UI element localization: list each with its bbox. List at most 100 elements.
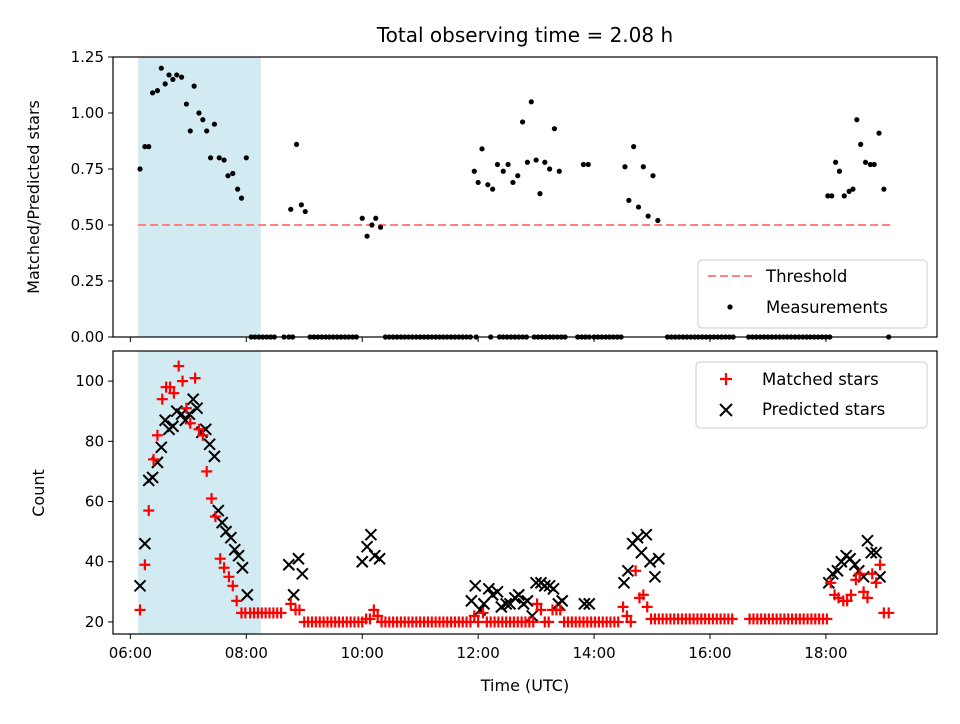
measurement-point xyxy=(142,144,148,150)
predicted-star-marker xyxy=(491,585,504,599)
matched-star-marker xyxy=(535,604,547,616)
bottom-y-tick-label: 100 xyxy=(75,372,104,390)
predicted-star-marker xyxy=(158,414,172,427)
predicted-star-marker xyxy=(583,597,596,611)
measurement-point xyxy=(635,204,642,210)
matched-star-marker xyxy=(285,598,297,610)
x-tick-label: 10:00 xyxy=(341,644,384,662)
measurement-point xyxy=(174,72,180,78)
measurement-point xyxy=(200,117,206,123)
matched-star-marker xyxy=(612,616,624,628)
matched-star-marker xyxy=(201,465,213,477)
measurement-point xyxy=(556,168,562,174)
legend-predicted-label: Predicted stars xyxy=(762,400,885,419)
predicted-star-marker xyxy=(232,549,245,562)
measurement-point xyxy=(867,161,873,168)
matched-star-marker xyxy=(227,580,239,592)
top-legend-box xyxy=(697,259,928,329)
measurement-point xyxy=(626,197,632,203)
top-axes-frame xyxy=(112,56,938,338)
measurement-point xyxy=(645,213,651,219)
measurement-point xyxy=(238,195,245,201)
matched-star-marker xyxy=(177,375,189,387)
measurement-point xyxy=(515,173,521,179)
measurement-point xyxy=(471,168,477,174)
predicted-star-marker xyxy=(652,552,665,565)
measurement-point xyxy=(850,186,856,192)
predicted-star-marker xyxy=(296,567,309,580)
measurement-point xyxy=(505,161,511,168)
bottom-highlight-band xyxy=(138,351,261,634)
top-y-tick-label: 0.50 xyxy=(71,216,104,234)
predicted-star-marker xyxy=(203,438,216,451)
matched-star-marker xyxy=(173,360,185,372)
measurement-point xyxy=(490,186,496,192)
x-tick-label: 14:00 xyxy=(572,644,615,662)
predicted-star-marker xyxy=(138,537,152,550)
measurement-point xyxy=(631,144,637,150)
top-y-tick-label: 0.25 xyxy=(71,272,104,290)
matched-star-marker xyxy=(870,577,882,589)
bottom-y-ticks: 20 40 60 80 100 xyxy=(75,372,113,631)
measurement-point xyxy=(519,119,526,125)
matched-star-marker xyxy=(825,577,837,589)
x-tick-label: 06:00 xyxy=(109,644,152,662)
predicted-star-marker xyxy=(547,582,560,596)
bottom-legend-box xyxy=(695,361,928,429)
measurement-point xyxy=(524,159,531,165)
predicted-star-marker xyxy=(529,576,543,590)
matched-star-marker xyxy=(854,568,866,580)
predicted-star-marker xyxy=(155,441,168,454)
matched-star-marker xyxy=(368,604,380,616)
legend-threshold-label: Threshold xyxy=(765,267,847,286)
measurement-point xyxy=(510,179,516,186)
measurement-point xyxy=(158,65,164,71)
matched-star-marker xyxy=(134,604,146,616)
matched-star-marker xyxy=(189,372,201,384)
x-tick-label: 16:00 xyxy=(688,644,731,662)
measurement-point xyxy=(187,128,193,134)
measurement-point xyxy=(825,193,831,199)
matched-star-marker xyxy=(861,592,873,604)
predicted-star-marker xyxy=(282,558,296,571)
matched-star-marker xyxy=(206,493,218,505)
predicted-star-marker xyxy=(373,552,386,565)
predicted-star-markers xyxy=(133,392,887,623)
measurement-point xyxy=(302,208,308,215)
predicted-star-marker xyxy=(512,588,525,602)
measurement-point xyxy=(622,164,628,170)
measurement-point xyxy=(650,173,656,179)
matched-star-marker xyxy=(858,586,870,598)
measurement-point xyxy=(230,170,236,177)
measurement-point xyxy=(369,222,375,228)
measurement-point xyxy=(881,186,887,192)
matched-star-marker xyxy=(866,568,878,580)
predicted-star-marker xyxy=(166,420,180,433)
predicted-star-marker xyxy=(482,582,495,596)
matched-star-marker xyxy=(468,610,480,622)
matched-star-marker xyxy=(180,402,192,414)
predicted-star-marker xyxy=(469,579,482,593)
measurement-point xyxy=(183,101,190,107)
measurement-point xyxy=(150,90,156,96)
matched-star-marker xyxy=(275,607,287,619)
matched-star-marker xyxy=(151,429,163,441)
top-y-tick-label: 1.25 xyxy=(71,48,104,66)
measurement-point xyxy=(862,159,869,165)
predicted-star-marker xyxy=(499,597,513,611)
x-tick-label: 18:00 xyxy=(804,644,847,662)
measurement-point xyxy=(836,168,843,174)
matched-star-marker xyxy=(543,616,555,628)
bottom-axes-frame xyxy=(112,350,938,635)
predicted-star-marker xyxy=(861,534,874,547)
bottom-y-tick-label: 40 xyxy=(85,553,104,571)
bottom-y-tick-label: 80 xyxy=(85,432,104,450)
matched-star-marker xyxy=(193,423,205,435)
measurement-point xyxy=(178,74,185,80)
measurement-point xyxy=(551,126,558,132)
predicted-star-marker xyxy=(356,555,369,568)
measurement-points xyxy=(137,65,892,340)
matched-star-marker xyxy=(554,604,566,616)
predicted-star-marker xyxy=(848,558,862,571)
